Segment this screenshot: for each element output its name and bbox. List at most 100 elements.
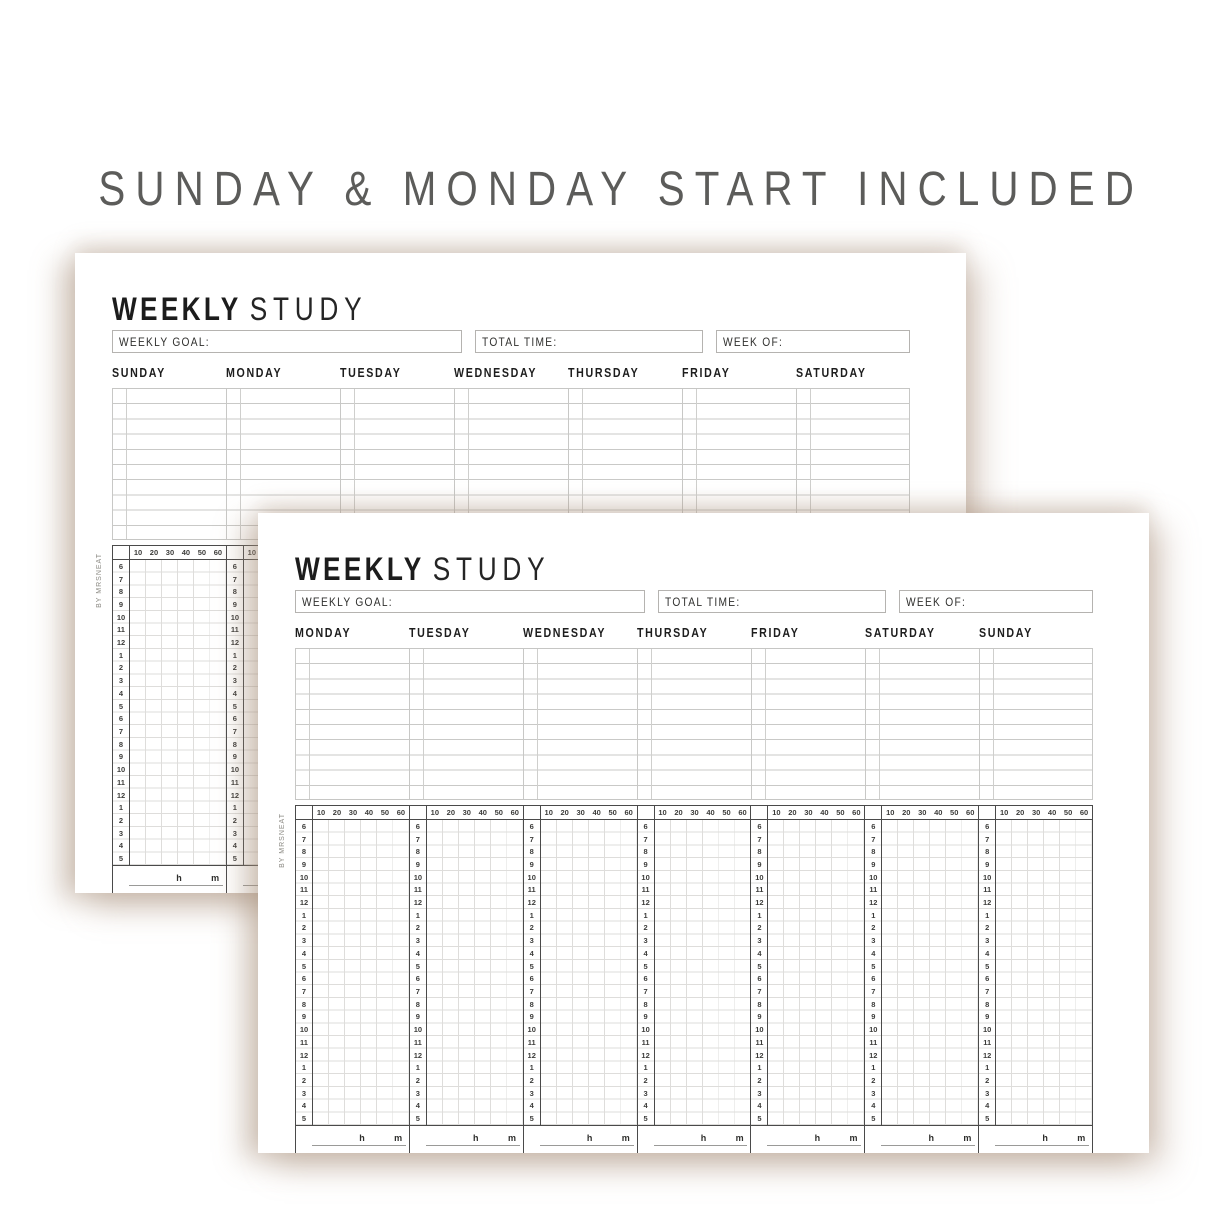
field-weekly-goal-box: WEEKLY GOAL: — [112, 330, 462, 353]
hour-label: 11 — [230, 625, 239, 635]
hour-label: 5 — [985, 961, 990, 971]
minute-label: 30 — [165, 548, 175, 557]
page-title-bold: WEEKLY — [112, 291, 242, 327]
planner-page-monday-start: WEEKLY STUDY WEEKLY GOAL: TOTAL TIME: WEEK O… — [258, 513, 1149, 1153]
notes-column-friday — [751, 649, 865, 799]
tracker-unit-sunday: 10 20 30 40 50 60 6 7 8 9 10 11 12 1 2 3 4 5 6 7 8 9 10 11 12 1 2 3… — [113, 546, 227, 893]
minute-label: 10 — [886, 808, 895, 817]
hour-label: 11 — [300, 885, 308, 895]
hour-label: 3 — [232, 676, 237, 686]
tracker-minutes-header: 10 20 30 40 50 60 — [523, 806, 637, 820]
hour-label: 4 — [301, 1101, 307, 1111]
hour-label: 3 — [415, 1088, 420, 1098]
minute-label: 50 — [722, 808, 731, 817]
hour-label: 6 — [118, 714, 124, 724]
hour-label: 9 — [118, 599, 124, 609]
minute-label: 50 — [836, 808, 845, 817]
hour-label: 3 — [232, 828, 237, 838]
hour-label: 10 — [116, 765, 126, 775]
hour-label: 2 — [301, 1075, 307, 1085]
hour-label: 2 — [529, 923, 534, 933]
hour-label: 5 — [232, 854, 237, 864]
hour-label: 5 — [871, 1114, 876, 1124]
hour-label: 11 — [869, 1037, 878, 1047]
hour-label: 4 — [415, 948, 420, 958]
hour-label: 2 — [232, 815, 237, 825]
hours-total-label: h — [1042, 1133, 1048, 1143]
hour-label: 6 — [643, 974, 648, 984]
hour-label: 5 — [118, 701, 124, 711]
hours-total-label: h — [814, 1133, 821, 1143]
hour-label: 9 — [985, 859, 990, 869]
hour-label: 3 — [529, 936, 534, 946]
hour-label: 11 — [983, 1037, 992, 1047]
hour-label: 9 — [415, 859, 420, 869]
hour-label: 7 — [529, 834, 534, 844]
field-label: WEEK OF: — [906, 594, 967, 609]
hour-label: 7 — [118, 574, 124, 584]
hour-label: 9 — [232, 599, 237, 609]
hour-label: 7 — [871, 986, 876, 996]
hour-label: 2 — [643, 1075, 648, 1085]
tracker-minutes-header: 10 20 30 40 50 60 — [296, 806, 409, 820]
hour-label: 5 — [232, 701, 237, 711]
hour-label: 11 — [641, 1037, 650, 1047]
hour-label: 2 — [529, 1075, 534, 1085]
hour-label: 6 — [529, 974, 534, 984]
tracker-minute-grid — [313, 820, 409, 1125]
hour-label: 8 — [232, 587, 237, 597]
hour-label: 1 — [757, 910, 762, 920]
minute-label: 30 — [690, 808, 699, 817]
hour-label: 8 — [871, 847, 876, 857]
hour-label: 4 — [757, 948, 762, 958]
hour-label: 4 — [985, 948, 990, 958]
minute-label: 30 — [918, 808, 927, 817]
tracker-corner-spacer — [979, 806, 997, 819]
hour-label: 11 — [413, 1037, 422, 1047]
minute-label: 20 — [560, 808, 569, 817]
banner-headline: SUNDAY & MONDAY START INCLUDED — [98, 163, 1144, 216]
hour-label: 5 — [118, 854, 124, 864]
minute-label: 10 — [316, 808, 326, 817]
hour-label: 9 — [757, 859, 762, 869]
hour-label: 8 — [757, 847, 762, 857]
hour-label: 8 — [118, 587, 124, 597]
hour-label: 1 — [643, 910, 648, 920]
hour-label: 4 — [643, 948, 648, 958]
day-header-tuesday: TUESDAY — [340, 365, 402, 380]
hour-label: 12 — [869, 898, 878, 908]
hour-label: 7 — [415, 986, 420, 996]
minute-label: 60 — [1079, 808, 1089, 817]
hour-label: 2 — [757, 923, 762, 933]
hour-label: 4 — [529, 1101, 534, 1111]
minute-label: 20 — [149, 548, 159, 557]
hour-label: 12 — [641, 1050, 650, 1060]
hour-label: 8 — [643, 999, 648, 1009]
header-fields: WEEKLY GOAL: TOTAL TIME: WEEK OF: — [295, 590, 1093, 613]
minute-label: 40 — [364, 808, 374, 817]
minute-label: 40 — [820, 808, 829, 817]
hour-label: 12 — [299, 898, 309, 908]
hour-label: 1 — [643, 1063, 648, 1073]
hour-label: 6 — [301, 974, 307, 984]
hour-label: 7 — [985, 986, 990, 996]
hour-label: 1 — [415, 910, 420, 920]
minute-label: 20 — [332, 808, 342, 817]
minutes-total-label: m — [849, 1133, 858, 1143]
hour-label: 8 — [232, 739, 237, 749]
hour-label: 11 — [527, 1037, 536, 1047]
hour-label: 4 — [871, 1101, 876, 1111]
minute-label: 50 — [494, 808, 503, 817]
hour-label: 2 — [415, 1075, 420, 1085]
field-label: TOTAL TIME: — [482, 334, 558, 349]
hours-total-label: h — [176, 873, 182, 883]
time-tracker: 10 20 30 40 50 60 6 7 8 9 10 11 12 1 2 3 4 5 6 7 8 9 10 11 12 1 2 3… — [295, 805, 1094, 1153]
